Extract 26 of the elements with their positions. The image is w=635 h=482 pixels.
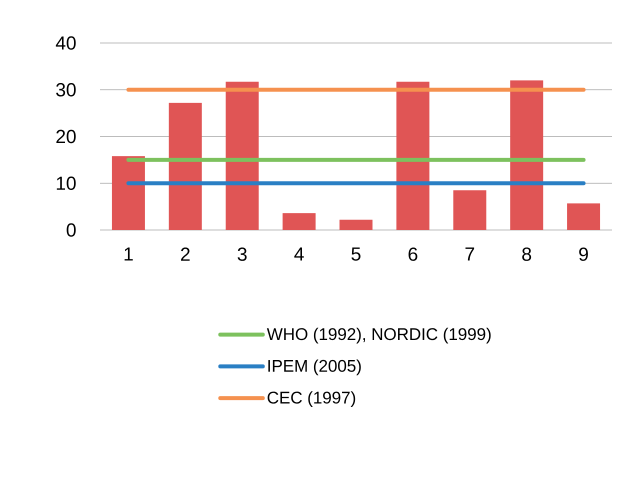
x-tick-label: 3 <box>238 248 247 261</box>
x-tick-label: 8 <box>522 248 532 261</box>
bar <box>396 82 430 230</box>
y-tick-label: 10 <box>56 176 76 190</box>
bar <box>112 156 145 230</box>
x-tick-label: 7 <box>465 248 474 261</box>
bar <box>567 203 600 230</box>
y-tick-label: 20 <box>56 130 76 144</box>
bar <box>510 80 544 230</box>
legend-label: WHO (1992), NORDIC (1999) <box>266 328 491 344</box>
legend-label: CEC (1997) <box>268 391 356 407</box>
x-tick-label: 6 <box>408 248 418 261</box>
bar <box>453 190 486 230</box>
y-tick-label: 40 <box>56 36 76 50</box>
x-tick-label: 2 <box>181 248 190 261</box>
x-tick-label: 5 <box>351 248 360 261</box>
bar <box>340 220 372 230</box>
y-tick-label: 0 <box>66 223 76 237</box>
x-tick-label: 9 <box>579 248 588 261</box>
bar <box>282 213 316 230</box>
x-tick-label: 1 <box>124 248 133 261</box>
bar <box>168 102 202 230</box>
bar <box>226 82 259 230</box>
y-tick-label: 30 <box>56 83 76 96</box>
legend-label: IPEM (2005) <box>268 359 361 376</box>
x-tick-label: 4 <box>294 248 304 261</box>
